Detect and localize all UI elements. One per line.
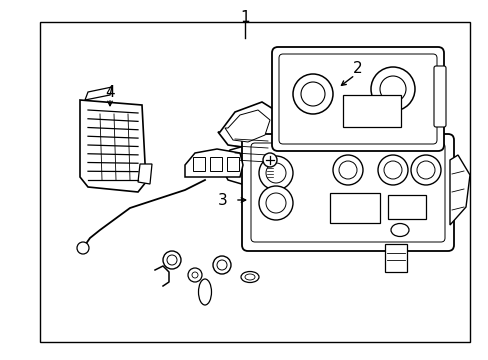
Bar: [384, 244, 406, 272]
Polygon shape: [184, 149, 243, 177]
Bar: [226, 157, 239, 171]
Circle shape: [410, 155, 440, 185]
Polygon shape: [218, 102, 278, 148]
Polygon shape: [80, 100, 146, 192]
Polygon shape: [220, 145, 278, 185]
Circle shape: [259, 186, 292, 220]
FancyBboxPatch shape: [271, 47, 443, 151]
FancyBboxPatch shape: [279, 54, 436, 144]
Circle shape: [217, 260, 226, 270]
Circle shape: [265, 163, 285, 183]
Circle shape: [259, 156, 292, 190]
Text: 2: 2: [352, 60, 362, 76]
Ellipse shape: [241, 271, 259, 283]
Circle shape: [377, 155, 407, 185]
Bar: [193, 157, 204, 171]
FancyBboxPatch shape: [242, 134, 453, 251]
Ellipse shape: [198, 279, 211, 305]
Text: 3: 3: [218, 193, 227, 207]
Circle shape: [192, 272, 198, 278]
Circle shape: [265, 193, 285, 213]
Circle shape: [301, 82, 325, 106]
Polygon shape: [224, 110, 269, 142]
Ellipse shape: [244, 274, 254, 280]
Circle shape: [213, 256, 230, 274]
Circle shape: [338, 161, 356, 179]
Polygon shape: [449, 155, 469, 225]
Circle shape: [370, 67, 414, 111]
Bar: [209, 157, 222, 171]
FancyBboxPatch shape: [433, 66, 445, 127]
Bar: [329, 193, 379, 223]
Circle shape: [167, 255, 177, 265]
Bar: [40, 22, 469, 342]
Circle shape: [163, 251, 181, 269]
Bar: [387, 195, 425, 219]
Text: 1: 1: [240, 9, 249, 24]
Polygon shape: [138, 164, 152, 184]
Polygon shape: [85, 87, 112, 100]
Circle shape: [263, 153, 276, 167]
Circle shape: [77, 242, 89, 254]
Circle shape: [332, 155, 362, 185]
Circle shape: [416, 161, 434, 179]
Circle shape: [187, 268, 202, 282]
Circle shape: [379, 76, 405, 102]
Ellipse shape: [390, 224, 408, 237]
Text: 4: 4: [105, 85, 115, 99]
Bar: [342, 95, 400, 127]
FancyBboxPatch shape: [250, 143, 444, 242]
Circle shape: [292, 74, 332, 114]
Circle shape: [383, 161, 401, 179]
